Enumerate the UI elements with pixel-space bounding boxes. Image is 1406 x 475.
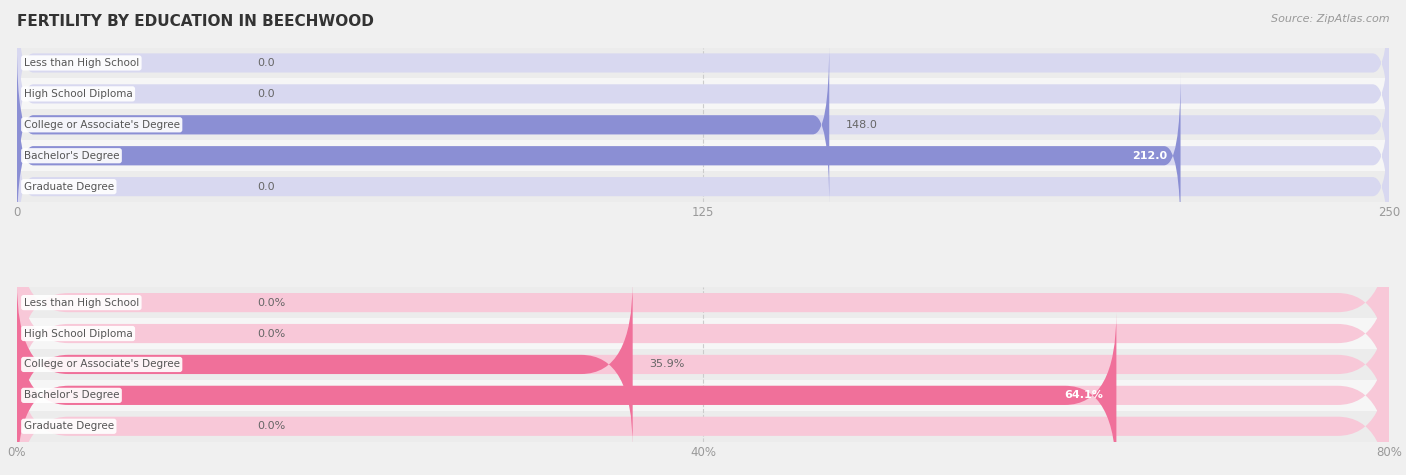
- FancyBboxPatch shape: [17, 281, 1389, 447]
- FancyBboxPatch shape: [17, 0, 1389, 146]
- Text: College or Associate's Degree: College or Associate's Degree: [24, 120, 180, 130]
- Text: FERTILITY BY EDUCATION IN BEECHWOOD: FERTILITY BY EDUCATION IN BEECHWOOD: [17, 14, 374, 29]
- Text: Graduate Degree: Graduate Degree: [24, 181, 114, 191]
- Text: Graduate Degree: Graduate Degree: [24, 421, 114, 431]
- Text: High School Diploma: High School Diploma: [24, 329, 132, 339]
- FancyBboxPatch shape: [17, 73, 1181, 239]
- FancyBboxPatch shape: [17, 42, 1389, 208]
- Text: Source: ZipAtlas.com: Source: ZipAtlas.com: [1271, 14, 1389, 24]
- FancyBboxPatch shape: [17, 343, 1389, 475]
- FancyBboxPatch shape: [17, 109, 1389, 140]
- FancyBboxPatch shape: [17, 42, 830, 208]
- Text: 212.0: 212.0: [1132, 151, 1167, 161]
- FancyBboxPatch shape: [17, 250, 1389, 417]
- FancyBboxPatch shape: [17, 312, 1389, 475]
- FancyBboxPatch shape: [17, 281, 633, 447]
- FancyBboxPatch shape: [17, 140, 1389, 171]
- Text: High School Diploma: High School Diploma: [24, 89, 132, 99]
- FancyBboxPatch shape: [17, 171, 1389, 202]
- Text: 148.0: 148.0: [846, 120, 877, 130]
- Text: 64.1%: 64.1%: [1064, 390, 1102, 400]
- FancyBboxPatch shape: [17, 73, 1389, 239]
- Text: Bachelor's Degree: Bachelor's Degree: [24, 390, 120, 400]
- FancyBboxPatch shape: [17, 411, 1389, 442]
- Text: 0.0%: 0.0%: [257, 421, 285, 431]
- Text: 35.9%: 35.9%: [650, 360, 685, 370]
- Text: Bachelor's Degree: Bachelor's Degree: [24, 151, 120, 161]
- Text: Less than High School: Less than High School: [24, 58, 139, 68]
- FancyBboxPatch shape: [17, 219, 1389, 386]
- Text: 0.0: 0.0: [257, 89, 274, 99]
- FancyBboxPatch shape: [17, 349, 1389, 380]
- Text: 0.0%: 0.0%: [257, 298, 285, 308]
- FancyBboxPatch shape: [17, 318, 1389, 349]
- Text: College or Associate's Degree: College or Associate's Degree: [24, 360, 180, 370]
- Text: Less than High School: Less than High School: [24, 298, 139, 308]
- Text: 0.0: 0.0: [257, 58, 274, 68]
- FancyBboxPatch shape: [17, 380, 1389, 411]
- FancyBboxPatch shape: [17, 48, 1389, 78]
- Text: 0.0%: 0.0%: [257, 329, 285, 339]
- FancyBboxPatch shape: [17, 312, 1116, 475]
- FancyBboxPatch shape: [17, 287, 1389, 318]
- FancyBboxPatch shape: [17, 11, 1389, 177]
- FancyBboxPatch shape: [17, 104, 1389, 270]
- FancyBboxPatch shape: [17, 78, 1389, 109]
- Text: 0.0: 0.0: [257, 181, 274, 191]
